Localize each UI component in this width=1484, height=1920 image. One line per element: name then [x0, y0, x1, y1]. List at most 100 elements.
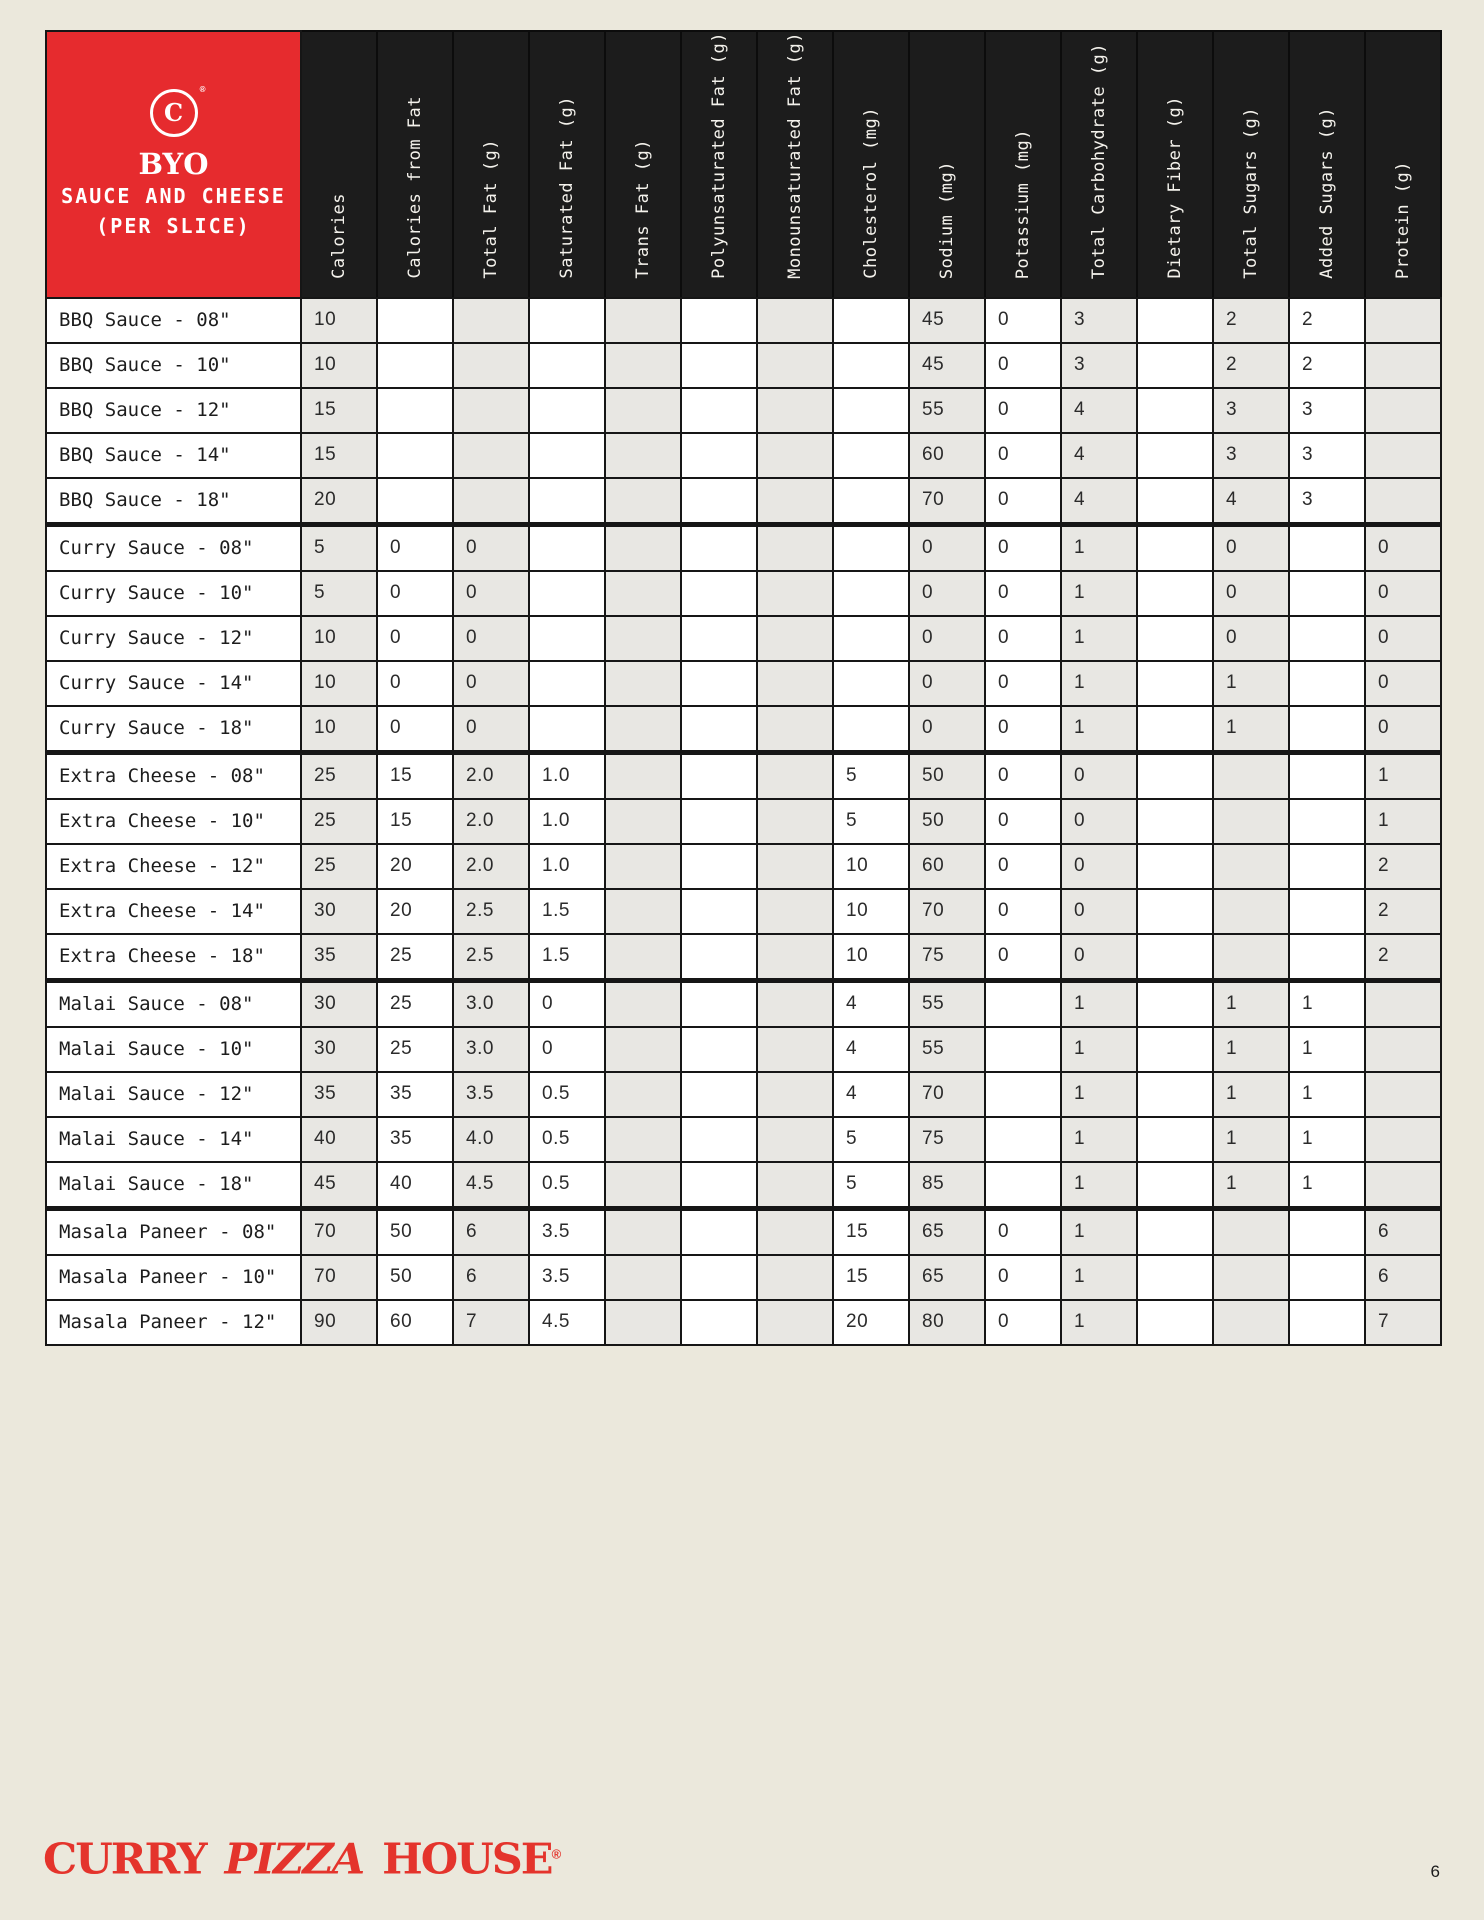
brand-logo-registered-mark: ® [199, 84, 206, 94]
value-cell: 0 [984, 887, 1062, 935]
value-cell [1212, 1205, 1290, 1256]
column-header-label: Trans Fat (g) [633, 139, 653, 279]
value-cell [1136, 659, 1214, 707]
brand-logo: C ® [149, 85, 206, 137]
value-cell [680, 569, 758, 617]
value-cell: 1.0 [528, 797, 606, 845]
value-cell [1136, 1205, 1214, 1256]
value-cell [376, 476, 454, 526]
value-cell [680, 431, 758, 479]
value-cell: 1.5 [528, 932, 606, 982]
value-cell: 0 [452, 704, 530, 754]
value-cell [832, 614, 910, 662]
value-cell: 0 [1060, 887, 1138, 935]
table-row: BBQ Sauce - 18" 20 70 0 4 4 3 [45, 476, 1442, 526]
value-cell [680, 296, 758, 344]
value-cell: 70 [300, 1205, 378, 1256]
brand-logo-c-icon: C [149, 88, 198, 137]
value-cell: 2 [1288, 341, 1366, 389]
column-header: Cholesterol (mg) [832, 30, 910, 299]
value-cell [756, 1160, 834, 1210]
value-cell [756, 569, 834, 617]
value-cell: 1 [1060, 704, 1138, 754]
value-cell: 30 [300, 977, 378, 1028]
value-cell: 1 [1288, 977, 1366, 1028]
column-header-label: Monounsaturated Fat (g) [785, 32, 805, 279]
value-cell: 1 [1212, 704, 1290, 754]
value-cell [756, 1205, 834, 1256]
value-cell: 3.5 [528, 1205, 606, 1256]
value-cell [1136, 1160, 1214, 1210]
table-row: Extra Cheese - 18" 35 25 2.5 1.5 10 75 0 0 2 [45, 932, 1442, 982]
value-cell [756, 1298, 834, 1346]
nutrition-table-body: BBQ Sauce - 08" 10 45 0 3 2 2 BBQ Sauce - 10" 10… [45, 296, 1442, 1346]
value-cell: 15 [376, 749, 454, 800]
value-cell [680, 614, 758, 662]
value-cell: 3 [1288, 476, 1366, 526]
value-cell [832, 704, 910, 754]
column-header: Trans Fat (g) [604, 30, 682, 299]
value-cell [1364, 1025, 1442, 1073]
value-cell: 0 [1364, 521, 1442, 572]
value-cell: 1 [1060, 521, 1138, 572]
row-label: Extra Cheese - 08" [45, 749, 302, 800]
value-cell: 1 [1212, 1115, 1290, 1163]
row-label: Masala Paneer - 12" [45, 1298, 302, 1346]
value-cell [1364, 476, 1442, 526]
column-header-label: Total Fat (g) [481, 139, 501, 279]
value-cell: 0 [984, 476, 1062, 526]
value-cell [604, 1070, 682, 1118]
table-row: Masala Paneer - 08" 70 50 6 3.5 15 65 0 1 6 [45, 1205, 1442, 1256]
column-header-label: Cholesterol (mg) [861, 107, 881, 279]
value-cell: 0 [984, 842, 1062, 890]
value-cell [680, 797, 758, 845]
value-cell: 2 [1364, 932, 1442, 982]
table-row: BBQ Sauce - 10" 10 45 0 3 2 2 [45, 341, 1442, 389]
value-cell: 30 [300, 887, 378, 935]
value-cell [680, 1205, 758, 1256]
value-cell: 0 [984, 932, 1062, 982]
value-cell: 0 [984, 386, 1062, 434]
value-cell [1364, 1115, 1442, 1163]
value-cell: 1 [1060, 659, 1138, 707]
value-cell: 20 [832, 1298, 910, 1346]
value-cell: 4 [832, 1070, 910, 1118]
column-header-label: Total Sugars (g) [1241, 107, 1261, 279]
value-cell [756, 932, 834, 982]
value-cell: 10 [300, 614, 378, 662]
value-cell: 0 [452, 659, 530, 707]
value-cell [680, 977, 758, 1028]
value-cell [832, 476, 910, 526]
value-cell: 3 [1288, 431, 1366, 479]
value-cell [1136, 431, 1214, 479]
value-cell [1136, 749, 1214, 800]
value-cell [1136, 1298, 1214, 1346]
value-cell: 15 [376, 797, 454, 845]
table-row: Curry Sauce - 08" 5 0 0 0 0 1 0 0 [45, 521, 1442, 572]
value-cell [1212, 1253, 1290, 1301]
value-cell: 0 [1212, 614, 1290, 662]
row-label: BBQ Sauce - 14" [45, 431, 302, 479]
value-cell: 2 [1288, 296, 1366, 344]
value-cell [756, 704, 834, 754]
value-cell: 1.0 [528, 749, 606, 800]
value-cell [680, 932, 758, 982]
value-cell: 6 [1364, 1205, 1442, 1256]
value-cell [832, 659, 910, 707]
value-cell: 0 [984, 1298, 1062, 1346]
value-cell [680, 476, 758, 526]
value-cell [1288, 797, 1366, 845]
value-cell: 2 [1364, 842, 1442, 890]
value-cell: 45 [908, 296, 986, 344]
value-cell: 0 [984, 341, 1062, 389]
value-cell: 4.5 [452, 1160, 530, 1210]
value-cell: 0 [984, 797, 1062, 845]
table-title-line3: (PER SLICE) [96, 214, 251, 239]
value-cell [376, 341, 454, 389]
value-cell: 1.5 [528, 887, 606, 935]
value-cell [756, 842, 834, 890]
value-cell [1288, 1253, 1366, 1301]
column-header-label: Calories [329, 193, 349, 279]
value-cell [604, 1160, 682, 1210]
footer-logo-curry: CURRY [43, 1835, 208, 1885]
